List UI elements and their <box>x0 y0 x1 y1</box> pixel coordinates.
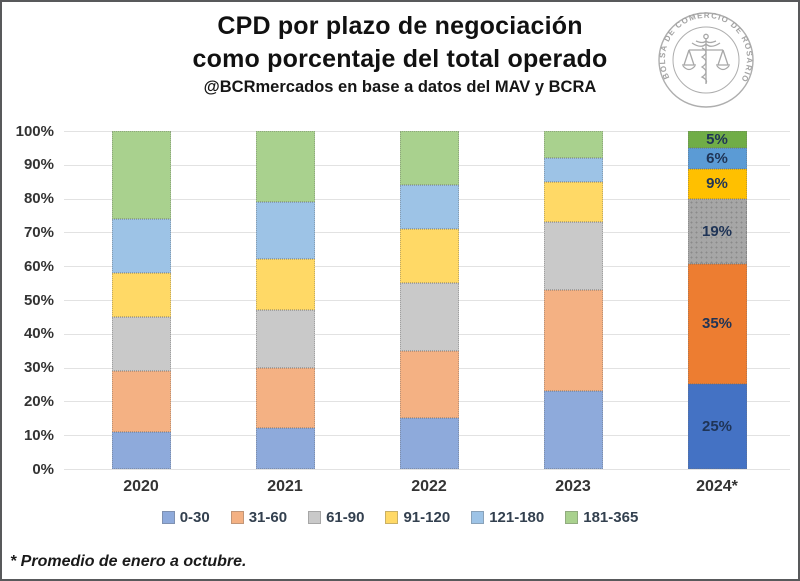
bar-segment-2023-31-60 <box>543 289 603 392</box>
bar-segment-2023-61-90 <box>543 222 603 290</box>
y-axis: 100% 90% 80% 70% 60% 50% 40% 30% 20% 10% 0% <box>2 123 56 478</box>
bar-segment-2023-181-365 <box>543 131 603 159</box>
legend-swatch-icon <box>161 511 175 524</box>
bar-segment-2022-31-60 <box>399 350 459 419</box>
legend-item-0-30: 0-30 <box>161 509 210 526</box>
caduceus-icon <box>682 33 730 84</box>
bar-segment-2020-61-90 <box>111 316 171 371</box>
chart-header: CPD por plazo de negociación como porcen… <box>2 10 798 97</box>
legend-swatch-icon <box>565 511 579 524</box>
bar-segment-2021-121-180 <box>255 202 315 260</box>
bar-segment-2024-0-30: 25% <box>687 383 747 469</box>
chart-subtitle: @BCRmercados en base a datos del MAV y B… <box>203 78 597 96</box>
bar-segment-2022-181-365 <box>399 131 459 186</box>
y-axis-tick-label: 0% <box>32 460 54 478</box>
legend-item-91-120: 91-120 <box>385 509 450 526</box>
bar-segment-2022-61-90 <box>399 283 459 351</box>
plot-area: 25% 35% 19% 9% 6% 5% <box>64 131 790 470</box>
legend-swatch-icon <box>471 511 485 524</box>
bar-segment-2024-31-60: 35% <box>687 264 747 384</box>
y-axis-tick-label: 90% <box>23 156 54 174</box>
y-axis-tick-label: 30% <box>23 359 54 377</box>
legend-label: 91-120 <box>403 509 451 526</box>
y-axis-tick-label: 80% <box>23 190 54 208</box>
legend-label: 0-30 <box>179 509 210 526</box>
bar-2024: 25% 35% 19% 9% 6% 5% <box>687 131 747 469</box>
bar-segment-2024-121-180: 6% <box>687 148 747 169</box>
legend-item-31-60: 31-60 <box>230 509 288 526</box>
x-axis-label-2021: 2021 <box>267 478 303 495</box>
bar-2020 <box>111 131 171 469</box>
bar-segment-2022-91-120 <box>399 229 459 284</box>
bar-segment-2024-91-120: 9% <box>687 168 747 200</box>
legend-label: 121-180 <box>489 509 545 526</box>
data-label: 35% <box>701 315 733 333</box>
seal-outer-ring <box>658 12 754 108</box>
bar-segment-2021-31-60 <box>255 367 315 429</box>
data-label: 19% <box>701 223 733 241</box>
bar-segment-2020-31-60 <box>111 371 171 432</box>
bar-segment-2024-181-365: 5% <box>687 131 747 149</box>
legend-label: 61-90 <box>326 509 365 526</box>
legend-item-121-180: 121-180 <box>471 509 544 526</box>
x-axis-label-2022: 2022 <box>411 478 447 495</box>
bar-2023 <box>543 131 603 469</box>
bar-segment-2021-0-30 <box>255 428 315 469</box>
data-label: 25% <box>701 417 733 435</box>
bar-segment-2022-121-180 <box>399 185 459 230</box>
data-label: 5% <box>706 131 728 149</box>
bar-2021 <box>255 131 315 469</box>
y-axis-tick-label: 40% <box>23 325 54 343</box>
y-axis-tick-label: 20% <box>23 392 54 410</box>
y-axis-tick-label: 10% <box>23 426 54 444</box>
bar-segment-2020-0-30 <box>111 431 171 469</box>
y-axis-tick-label: 70% <box>23 223 54 241</box>
legend: 0-30 31-60 61-90 91-120 121-180 181-365 <box>2 509 798 526</box>
legend-label: 31-60 <box>248 509 288 526</box>
bar-segment-2023-0-30 <box>543 391 603 469</box>
chart-title-line1: CPD por plazo de negociación <box>217 12 583 40</box>
bar-2022 <box>399 131 459 469</box>
legend-item-61-90: 61-90 <box>308 509 364 526</box>
footnote: * Promedio de enero a octubre. <box>10 553 247 570</box>
data-label: 6% <box>706 149 728 167</box>
x-axis-label-2020: 2020 <box>123 478 159 495</box>
legend-swatch-icon <box>385 511 399 524</box>
seal-inner-ring <box>672 26 740 94</box>
x-axis-label-2024: 2024* <box>696 478 738 495</box>
bar-segment-2021-61-90 <box>255 310 315 368</box>
legend-swatch-icon <box>308 511 322 524</box>
bar-segment-2023-91-120 <box>543 181 603 223</box>
legend-item-181-365: 181-365 <box>565 509 638 526</box>
chart-title-line2: como porcentaje del total operado <box>192 44 608 73</box>
data-label: 9% <box>706 175 728 193</box>
bcr-seal-logo: BOLSA DE COMERCIO DE ROSARIO <box>658 11 754 108</box>
bar-segment-2021-181-365 <box>255 131 315 203</box>
gridline <box>64 469 790 470</box>
bar-segment-2024-61-90: 19% <box>687 199 747 265</box>
y-axis-tick-label: 60% <box>23 257 54 275</box>
bar-segment-2023-121-180 <box>543 158 603 182</box>
y-axis-tick-label: 50% <box>23 291 54 309</box>
bar-segment-2021-91-120 <box>255 259 315 311</box>
x-axis-label-2023: 2023 <box>555 478 591 495</box>
legend-swatch-icon <box>230 511 244 524</box>
legend-label: 181-365 <box>583 509 639 526</box>
y-axis-tick-label: 100% <box>15 122 54 140</box>
bar-segment-2020-91-120 <box>111 272 171 317</box>
bar-segment-2020-121-180 <box>111 218 171 273</box>
bar-segment-2020-181-365 <box>111 131 171 219</box>
bar-segment-2022-0-30 <box>399 418 459 469</box>
x-axis: 2020 2021 2022 2023 2024* <box>64 478 790 498</box>
